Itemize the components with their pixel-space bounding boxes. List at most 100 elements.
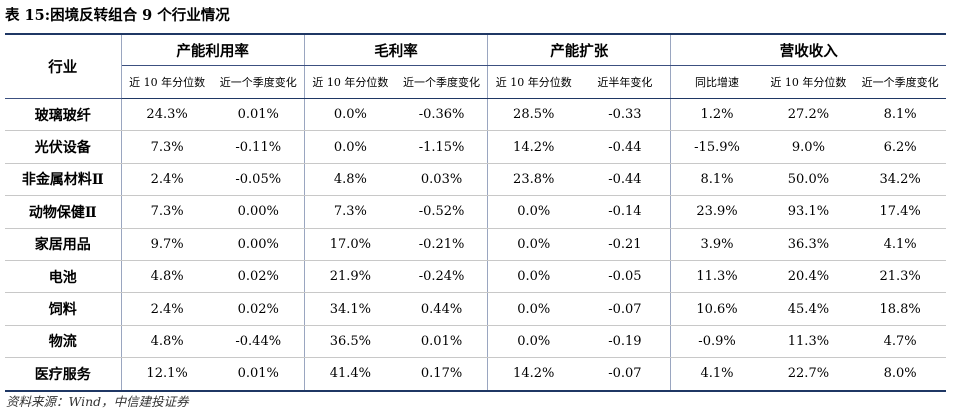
value-cell: 50.0% — [762, 163, 855, 197]
table-title: 表 15:困境反转组合 9 个行业情况 — [5, 7, 230, 24]
value-cell: 0.0% — [304, 98, 396, 132]
value-cell: 34.1% — [304, 292, 396, 326]
value-cell: 0.0% — [487, 195, 580, 229]
value-cell: -0.21% — [395, 228, 489, 261]
industry-name-cell: 饲料 — [5, 292, 122, 326]
value-cell: 0.00% — [212, 195, 305, 229]
subheader-cell: 近一个季度变化 — [854, 65, 946, 99]
value-cell: 0.0% — [487, 260, 580, 294]
header-group-capacity-utilization: 产能利用率 — [121, 34, 305, 66]
value-cell: 4.8% — [304, 163, 396, 197]
subheader-cell: 同比增速 — [670, 65, 763, 99]
header-row-groups: 行业 产能利用率 毛利率 产能扩张 营收收入 — [5, 34, 946, 99]
value-cell: 8.1% — [854, 98, 946, 132]
value-cell: 3.9% — [670, 228, 763, 261]
value-cell: 4.7% — [854, 325, 946, 359]
subheader-cell: 近一个季度变化 — [395, 65, 489, 99]
value-cell: 36.3% — [762, 228, 855, 261]
value-cell: 7.3% — [121, 130, 213, 164]
value-cell: 7.3% — [121, 195, 213, 229]
industry-name-cell: 医疗服务 — [5, 357, 122, 391]
value-cell: 0.0% — [304, 130, 396, 164]
value-cell: 10.6% — [670, 292, 763, 326]
header-group-revenue: 营收收入 — [670, 34, 946, 66]
value-cell: 11.3% — [762, 325, 855, 359]
value-cell: 9.7% — [121, 228, 213, 261]
value-cell: 21.3% — [854, 260, 946, 294]
value-cell: -0.9% — [670, 325, 763, 359]
value-cell: -0.19 — [579, 325, 672, 359]
subheader-cell: 近 10 年分位数 — [121, 65, 213, 99]
value-cell: 41.4% — [329, 366, 372, 382]
value-cell: 27.2% — [762, 98, 855, 132]
value-cell: 9.0% — [762, 130, 855, 164]
value-cell: 23.8% — [487, 163, 580, 197]
value-cell: 1.2% — [670, 98, 763, 132]
industry-name-cell: 玻璃玻纤 — [5, 98, 122, 132]
value-cell: 28.5% — [487, 98, 580, 132]
table-row: 玻璃玻纤 24.3% 0.01% 0.0% -0.36% 28.5% -0.33 1.2% 27… — [5, 98, 946, 132]
value-cell: -0.36% — [395, 98, 489, 132]
table-row: 非金属材料Ⅱ 2.4% -0.05% 4.8% 0.03% 23.8% -0.44 8.1% 5… — [5, 163, 946, 197]
value-cell: 0.0% — [487, 325, 580, 359]
value-cell: -0.44% — [212, 325, 305, 359]
value-cell: 0.02% — [212, 292, 305, 326]
value-cell: 4.1% — [854, 228, 946, 261]
value-cell: -0.52% — [395, 195, 489, 229]
value-cell: 0.01% — [212, 98, 305, 132]
header-row-subcolumns: 近 10 年分位数 近一个季度变化 近 10 年分位数 近一个季度变化 近 10… — [5, 65, 946, 99]
value-cell: 0.03% — [395, 163, 489, 197]
subheader-cell: 近半年变化 — [579, 65, 672, 99]
value-cell: -0.21 — [579, 228, 672, 261]
header-group-capacity-expansion: 产能扩张 — [487, 34, 672, 66]
header-industry: 行业 — [5, 34, 122, 99]
value-cell: 20.4% — [762, 260, 855, 294]
value-cell: 23.9% — [670, 195, 763, 229]
value-cell: 0.01% — [395, 325, 489, 359]
value-cell: 0.44% — [395, 292, 489, 326]
value-cell: 11.3% — [670, 260, 763, 294]
value-cell: -0.44 — [579, 130, 672, 164]
table-row: 家居用品 9.7% 0.00% 17.0% -0.21% 0.0% -0.21 3.9% 36.… — [5, 228, 946, 261]
value-cell: 14.2% — [487, 130, 580, 164]
value-cell: -0.44 — [579, 163, 672, 197]
industry-name-cell: 动物保健Ⅱ — [5, 195, 122, 229]
value-cell: 0.0% — [487, 292, 580, 326]
value-cell: 22.7% — [787, 366, 830, 382]
value-cell: 17.4% — [854, 195, 946, 229]
value-cell: 4.8% — [121, 260, 213, 294]
industry-name-cell: 物流 — [5, 325, 122, 359]
value-cell: 0.00% — [212, 228, 305, 261]
value-cell: 0.01% — [212, 357, 305, 391]
value-cell: 4.1% — [700, 366, 734, 382]
value-cell: 36.5% — [304, 325, 396, 359]
value-cell: 12.1% — [146, 366, 188, 382]
value-cell: 14.2% — [513, 366, 555, 382]
header-group-gross-margin: 毛利率 — [304, 34, 489, 66]
source-note: 资料来源：Wind，中信建投证券 — [6, 394, 189, 409]
table-row: 医疗服务 12.1% 0.01% 41.4% 0.17% 14.2% -0.07 4.1% 22… — [5, 357, 946, 391]
value-cell: -1.15% — [395, 130, 489, 164]
industry-table: 行业 产能利用率 毛利率 产能扩张 营收收入 近 10 年分位数 近一个季度变化… — [5, 33, 946, 392]
industry-name-cell: 电池 — [5, 260, 122, 294]
table-row: 动物保健Ⅱ 7.3% 0.00% 7.3% -0.52% 0.0% -0.14 23.9% 93… — [5, 195, 946, 229]
value-cell: 6.2% — [854, 130, 946, 164]
subheader-cell: 近一个季度变化 — [212, 65, 305, 99]
value-cell: 0.02% — [212, 260, 305, 294]
value-cell: 0.0% — [487, 228, 580, 261]
value-cell: 8.1% — [670, 163, 763, 197]
value-cell: -0.24% — [395, 260, 489, 294]
value-cell: -15.9% — [670, 130, 763, 164]
table-row: 饲料 2.4% 0.02% 34.1% 0.44% 0.0% -0.07 10.6% 45.4%… — [5, 292, 946, 326]
value-cell: 0.17% — [395, 357, 489, 391]
subheader-cell: 近 10 年分位数 — [487, 65, 580, 99]
value-cell: 17.0% — [304, 228, 396, 261]
value-cell: -0.05% — [212, 163, 305, 197]
value-cell: -0.07 — [579, 357, 672, 391]
table-row: 物流 4.8% -0.44% 36.5% 0.01% 0.0% -0.19 -0.9% 11.3… — [5, 325, 946, 359]
table-row: 电池 4.8% 0.02% 21.9% -0.24% 0.0% -0.05 11.3% 20.4… — [5, 260, 946, 294]
value-cell: -0.14 — [579, 195, 672, 229]
value-cell: 2.4% — [121, 163, 213, 197]
value-cell: 21.9% — [304, 260, 396, 294]
value-cell: 2.4% — [121, 292, 213, 326]
